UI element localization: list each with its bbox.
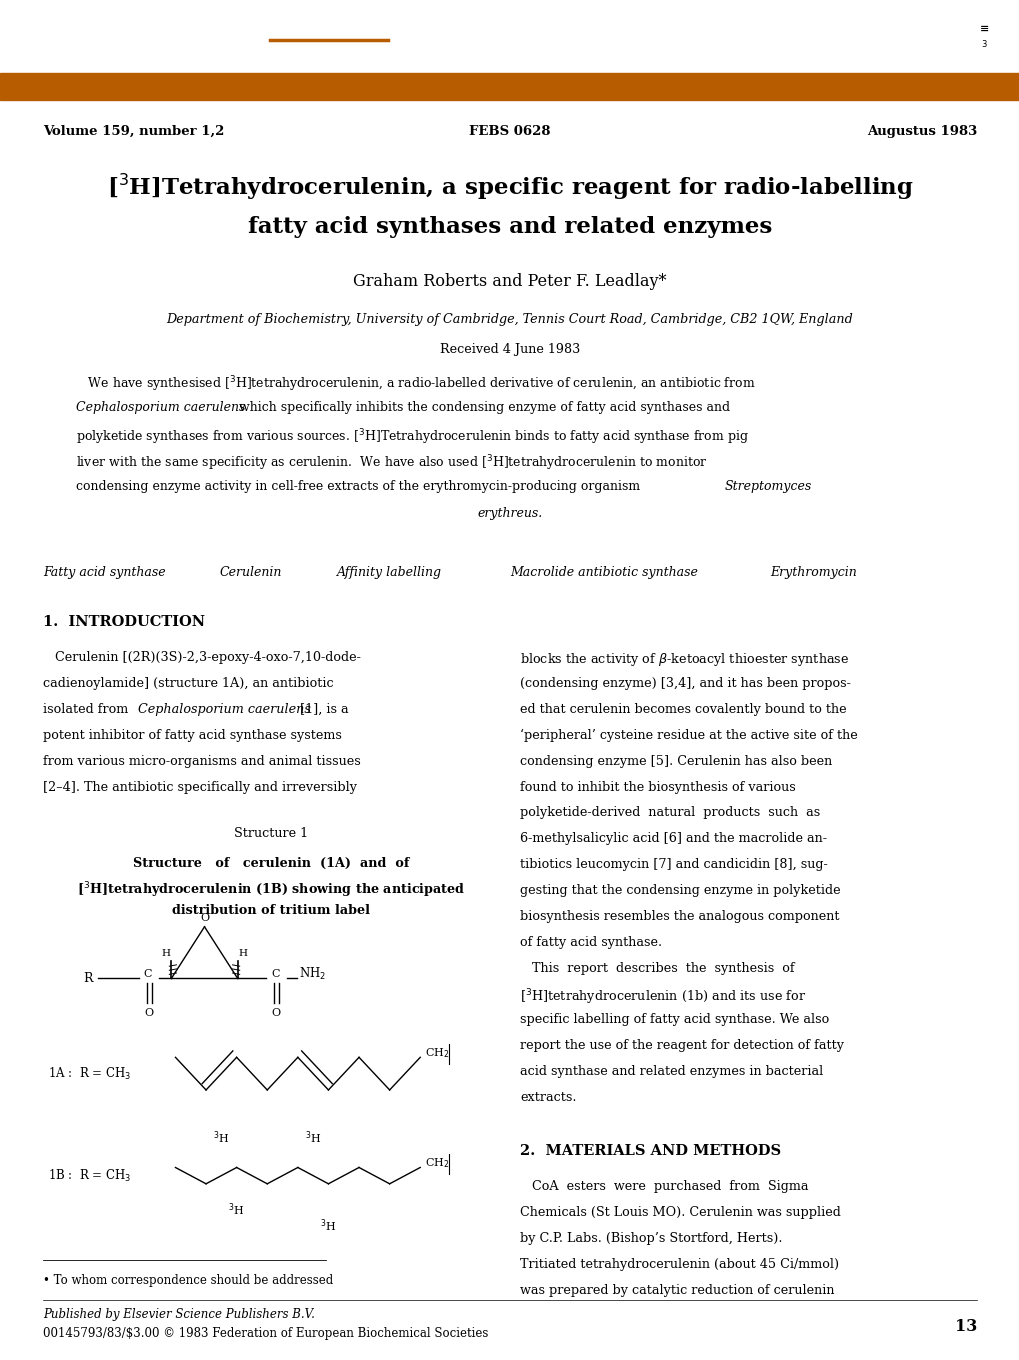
Text: was prepared by catalytic reduction of cerulenin: was prepared by catalytic reduction of c… xyxy=(520,1284,834,1297)
Text: 00145793/83/$3.00 © 1983 Federation of European Biochemical Societies: 00145793/83/$3.00 © 1983 Federation of E… xyxy=(43,1327,488,1341)
Text: ≡: ≡ xyxy=(978,24,988,34)
Text: $^3$H: $^3$H xyxy=(320,1217,336,1235)
Text: tibiotics leucomycin [7] and candicidin [8], sug-: tibiotics leucomycin [7] and candicidin … xyxy=(520,858,827,872)
Bar xyxy=(0,73,1019,101)
Text: [$^3$H]Tetrahydrocerulenin, a specific reagent for radio-labelling: [$^3$H]Tetrahydrocerulenin, a specific r… xyxy=(107,171,912,201)
Text: CH$_2$: CH$_2$ xyxy=(425,1156,449,1171)
Text: Augustus 1983: Augustus 1983 xyxy=(866,125,976,139)
Text: O: O xyxy=(145,1008,153,1019)
Text: C: C xyxy=(144,970,152,979)
Text: [2–4]. The antibiotic specifically and irreversibly: [2–4]. The antibiotic specifically and i… xyxy=(43,781,357,794)
Text: polyketide synthases from various sources. [$^3$H]Tetrahydrocerulenin binds to f: polyketide synthases from various source… xyxy=(76,427,749,446)
Text: distribution of tritium label: distribution of tritium label xyxy=(172,904,370,918)
Text: Cephalosporium caerulens: Cephalosporium caerulens xyxy=(76,400,246,413)
Text: [$^3$H]tetrahydrocerulenin (1b) and its use for: [$^3$H]tetrahydrocerulenin (1b) and its … xyxy=(520,987,806,1006)
Text: biosynthesis resembles the analogous component: biosynthesis resembles the analogous com… xyxy=(520,910,839,923)
Text: CoA  esters  were  purchased  from  Sigma: CoA esters were purchased from Sigma xyxy=(520,1180,808,1194)
Text: 13: 13 xyxy=(954,1318,976,1336)
Text: gesting that the condensing enzyme in polyketide: gesting that the condensing enzyme in po… xyxy=(520,884,840,898)
Text: Erythromycin: Erythromycin xyxy=(769,566,856,579)
Text: Volume 159, number 1,2: Volume 159, number 1,2 xyxy=(43,125,224,139)
Text: This  report  describes  the  synthesis  of: This report describes the synthesis of xyxy=(520,962,794,975)
Text: NH$_2$: NH$_2$ xyxy=(299,967,326,982)
Text: specific labelling of fatty acid synthase. We also: specific labelling of fatty acid synthas… xyxy=(520,1013,828,1027)
Text: Tritiated tetrahydrocerulenin (about 45 Ci/mmol): Tritiated tetrahydrocerulenin (about 45 … xyxy=(520,1258,839,1272)
Text: Published by Elsevier Science Publishers B.V.: Published by Elsevier Science Publishers… xyxy=(43,1308,315,1322)
Text: [1], is a: [1], is a xyxy=(296,703,348,717)
Text: Streptomyces: Streptomyces xyxy=(723,480,811,494)
Text: (condensing enzyme) [3,4], and it has been propos-: (condensing enzyme) [3,4], and it has be… xyxy=(520,677,850,691)
Text: potent inhibitor of fatty acid synthase systems: potent inhibitor of fatty acid synthase … xyxy=(43,729,341,743)
Text: H: H xyxy=(162,949,170,957)
Text: 1B :  R = CH$_3$: 1B : R = CH$_3$ xyxy=(48,1168,131,1183)
Text: 1A :  R = CH$_3$: 1A : R = CH$_3$ xyxy=(48,1066,131,1081)
Text: blocks the activity of $\beta$-ketoacyl thioester synthase: blocks the activity of $\beta$-ketoacyl … xyxy=(520,651,849,668)
Text: condensing enzyme [5]. Cerulenin has also been: condensing enzyme [5]. Cerulenin has als… xyxy=(520,755,832,768)
Text: isolated from: isolated from xyxy=(43,703,132,717)
Text: Received 4 June 1983: Received 4 June 1983 xyxy=(439,343,580,356)
Text: Fatty acid synthase: Fatty acid synthase xyxy=(43,566,165,579)
Text: ed that cerulenin becomes covalently bound to the: ed that cerulenin becomes covalently bou… xyxy=(520,703,846,717)
Text: liver with the same specificity as cerulenin.  We have also used [$^3$H]tetrahyd: liver with the same specificity as cerul… xyxy=(76,454,707,473)
Text: which specifically inhibits the condensing enzyme of fatty acid synthases and: which specifically inhibits the condensi… xyxy=(234,400,730,413)
Text: Cephalosporium caerulens: Cephalosporium caerulens xyxy=(138,703,310,717)
Text: extracts.: extracts. xyxy=(520,1091,576,1104)
Text: Department of Biochemistry, University of Cambridge, Tennis Court Road, Cambridg: Department of Biochemistry, University o… xyxy=(166,313,853,326)
Text: CH$_2$: CH$_2$ xyxy=(425,1046,449,1061)
Text: C: C xyxy=(271,970,279,979)
Text: condensing enzyme activity in cell-free extracts of the erythromycin-producing o: condensing enzyme activity in cell-free … xyxy=(76,480,644,494)
Text: O: O xyxy=(200,913,209,922)
Text: Chemicals (St Louis MO). Cerulenin was supplied: Chemicals (St Louis MO). Cerulenin was s… xyxy=(520,1206,841,1220)
Text: FEBS 0628: FEBS 0628 xyxy=(469,125,550,139)
Text: by C.P. Labs. (Bishop’s Stortford, Herts).: by C.P. Labs. (Bishop’s Stortford, Herts… xyxy=(520,1232,782,1246)
Text: We have synthesised [$^3$H]tetrahydrocerulenin, a radio-labelled derivative of c: We have synthesised [$^3$H]tetrahydrocer… xyxy=(76,374,755,393)
Text: Graham Roberts and Peter F. Leadlay*: Graham Roberts and Peter F. Leadlay* xyxy=(353,273,666,290)
Text: O: O xyxy=(272,1008,280,1019)
Text: acid synthase and related enzymes in bacterial: acid synthase and related enzymes in bac… xyxy=(520,1065,822,1078)
Text: 6-methylsalicylic acid [6] and the macrolide an-: 6-methylsalicylic acid [6] and the macro… xyxy=(520,832,826,846)
Text: from various micro-organisms and animal tissues: from various micro-organisms and animal … xyxy=(43,755,361,768)
Text: fatty acid synthases and related enzymes: fatty acid synthases and related enzymes xyxy=(248,216,771,238)
Text: 1.  INTRODUCTION: 1. INTRODUCTION xyxy=(43,615,205,628)
Text: Macrolide antibiotic synthase: Macrolide antibiotic synthase xyxy=(510,566,697,579)
Text: R: R xyxy=(84,972,93,985)
Text: Cerulenin: Cerulenin xyxy=(219,566,281,579)
Text: Structure   of   cerulenin  (1A)  and  of: Structure of cerulenin (1A) and of xyxy=(133,857,409,870)
Text: Structure 1: Structure 1 xyxy=(234,827,308,840)
Text: erythreus.: erythreus. xyxy=(477,507,542,520)
Text: Affinity labelling: Affinity labelling xyxy=(336,566,441,579)
Text: • To whom correspondence should be addressed: • To whom correspondence should be addre… xyxy=(43,1273,333,1287)
Text: 3: 3 xyxy=(980,39,986,49)
Text: 2.  MATERIALS AND METHODS: 2. MATERIALS AND METHODS xyxy=(520,1144,781,1157)
Text: H: H xyxy=(238,949,247,957)
Text: found to inhibit the biosynthesis of various: found to inhibit the biosynthesis of var… xyxy=(520,781,795,794)
Text: polyketide-derived  natural  products  such  as: polyketide-derived natural products such… xyxy=(520,806,819,820)
Text: Cerulenin [(2R)(3S)-2,3-epoxy-4-oxo-7,10-dode-: Cerulenin [(2R)(3S)-2,3-epoxy-4-oxo-7,10… xyxy=(43,651,361,665)
Text: $^3$H: $^3$H xyxy=(213,1129,229,1145)
Text: [$^3$H]tetrahydrocerulenin (1B) showing the anticipated: [$^3$H]tetrahydrocerulenin (1B) showing … xyxy=(77,880,465,900)
Text: report the use of the reagent for detection of fatty: report the use of the reagent for detect… xyxy=(520,1039,844,1053)
Text: $^3$H: $^3$H xyxy=(305,1129,321,1145)
Text: cadienoylamide] (structure 1A), an antibiotic: cadienoylamide] (structure 1A), an antib… xyxy=(43,677,333,691)
Text: of fatty acid synthase.: of fatty acid synthase. xyxy=(520,936,661,949)
Text: $^3$H: $^3$H xyxy=(228,1201,245,1219)
Text: ‘peripheral’ cysteine residue at the active site of the: ‘peripheral’ cysteine residue at the act… xyxy=(520,729,857,743)
